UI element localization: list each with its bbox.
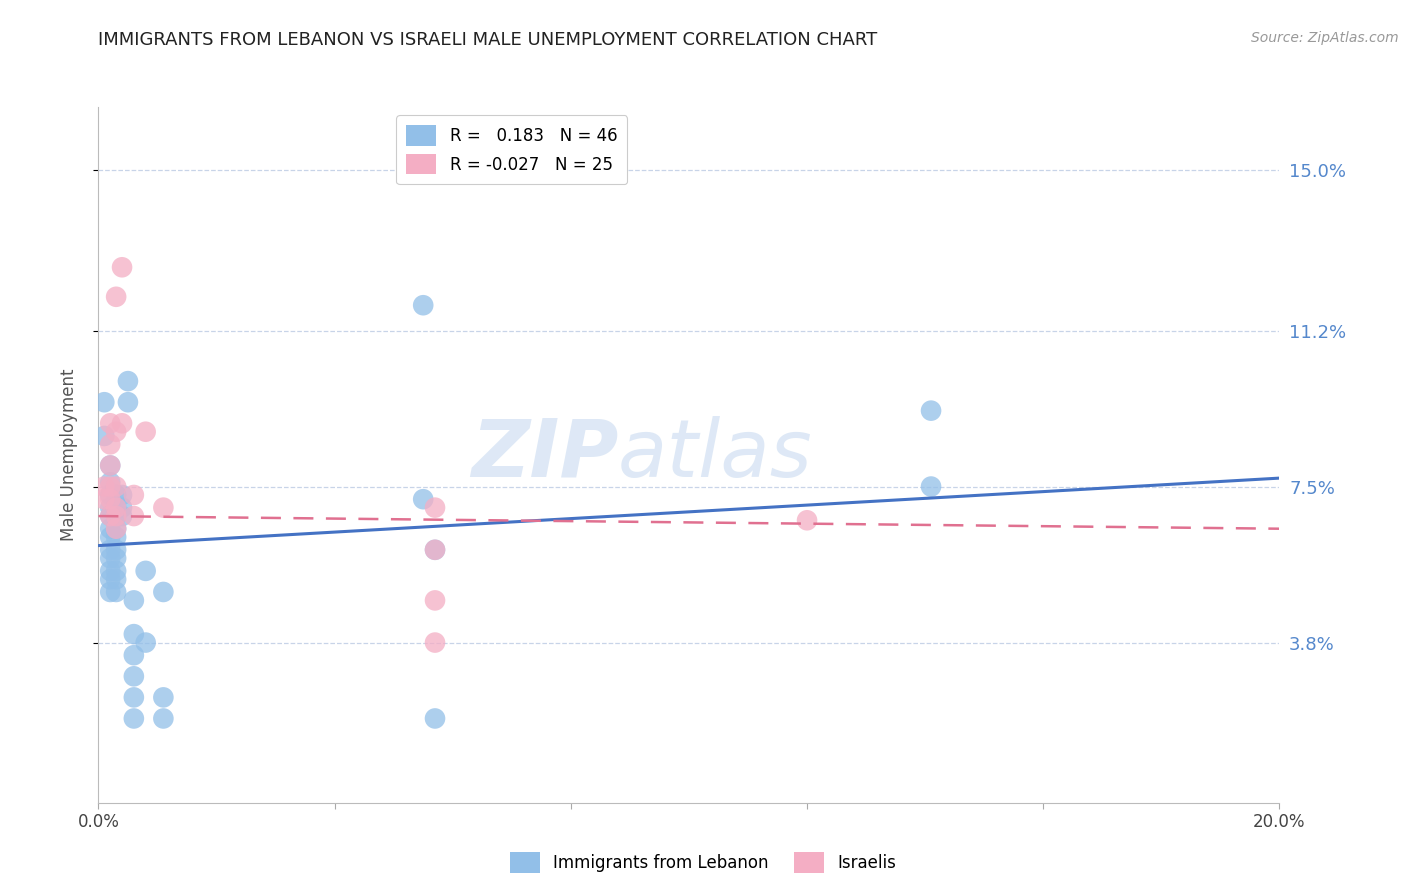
- Point: [423, 593, 446, 607]
- Point: [111, 500, 134, 515]
- Point: [93, 492, 115, 507]
- Point: [135, 425, 157, 439]
- Point: [105, 572, 128, 586]
- Point: [98, 500, 121, 515]
- Point: [796, 513, 818, 527]
- Point: [122, 669, 145, 683]
- Point: [412, 298, 434, 312]
- Point: [98, 458, 121, 473]
- Point: [105, 564, 128, 578]
- Point: [423, 542, 446, 557]
- Point: [117, 395, 139, 409]
- Point: [93, 395, 115, 409]
- Point: [98, 551, 121, 566]
- Point: [98, 530, 121, 544]
- Point: [105, 488, 128, 502]
- Point: [98, 522, 121, 536]
- Y-axis label: Male Unemployment: Male Unemployment: [59, 368, 77, 541]
- Point: [920, 479, 942, 493]
- Point: [122, 509, 145, 524]
- Point: [98, 542, 121, 557]
- Point: [98, 479, 121, 493]
- Point: [122, 627, 145, 641]
- Point: [122, 711, 145, 725]
- Point: [105, 509, 128, 524]
- Point: [93, 479, 115, 493]
- Point: [111, 509, 134, 524]
- Point: [98, 458, 121, 473]
- Point: [93, 429, 115, 443]
- Text: IMMIGRANTS FROM LEBANON VS ISRAELI MALE UNEMPLOYMENT CORRELATION CHART: IMMIGRANTS FROM LEBANON VS ISRAELI MALE …: [98, 31, 877, 49]
- Text: Source: ZipAtlas.com: Source: ZipAtlas.com: [1251, 31, 1399, 45]
- Point: [152, 690, 174, 705]
- Point: [98, 572, 121, 586]
- Point: [105, 585, 128, 599]
- Point: [135, 635, 157, 649]
- Point: [98, 488, 121, 502]
- Legend: R =   0.183   N = 46, R = -0.027   N = 25: R = 0.183 N = 46, R = -0.027 N = 25: [396, 115, 627, 185]
- Legend: Immigrants from Lebanon, Israelis: Immigrants from Lebanon, Israelis: [503, 846, 903, 880]
- Point: [105, 530, 128, 544]
- Point: [98, 509, 121, 524]
- Point: [122, 690, 145, 705]
- Point: [423, 635, 446, 649]
- Point: [152, 585, 174, 599]
- Point: [135, 564, 157, 578]
- Point: [105, 479, 128, 493]
- Point: [412, 492, 434, 507]
- Point: [105, 522, 128, 536]
- Point: [122, 488, 145, 502]
- Text: ZIP: ZIP: [471, 416, 619, 494]
- Point: [920, 403, 942, 417]
- Point: [152, 711, 174, 725]
- Point: [105, 509, 128, 524]
- Point: [98, 475, 121, 490]
- Point: [122, 593, 145, 607]
- Point: [105, 290, 128, 304]
- Point: [105, 425, 128, 439]
- Point: [98, 437, 121, 451]
- Point: [111, 417, 134, 431]
- Point: [105, 500, 128, 515]
- Point: [98, 585, 121, 599]
- Point: [105, 551, 128, 566]
- Point: [423, 711, 446, 725]
- Point: [98, 509, 121, 524]
- Point: [152, 500, 174, 515]
- Point: [117, 374, 139, 388]
- Point: [105, 522, 128, 536]
- Point: [105, 542, 128, 557]
- Point: [423, 542, 446, 557]
- Point: [98, 564, 121, 578]
- Point: [122, 648, 145, 663]
- Point: [98, 417, 121, 431]
- Point: [111, 260, 134, 275]
- Text: atlas: atlas: [619, 416, 813, 494]
- Point: [105, 500, 128, 515]
- Point: [111, 488, 134, 502]
- Point: [98, 492, 121, 507]
- Point: [423, 500, 446, 515]
